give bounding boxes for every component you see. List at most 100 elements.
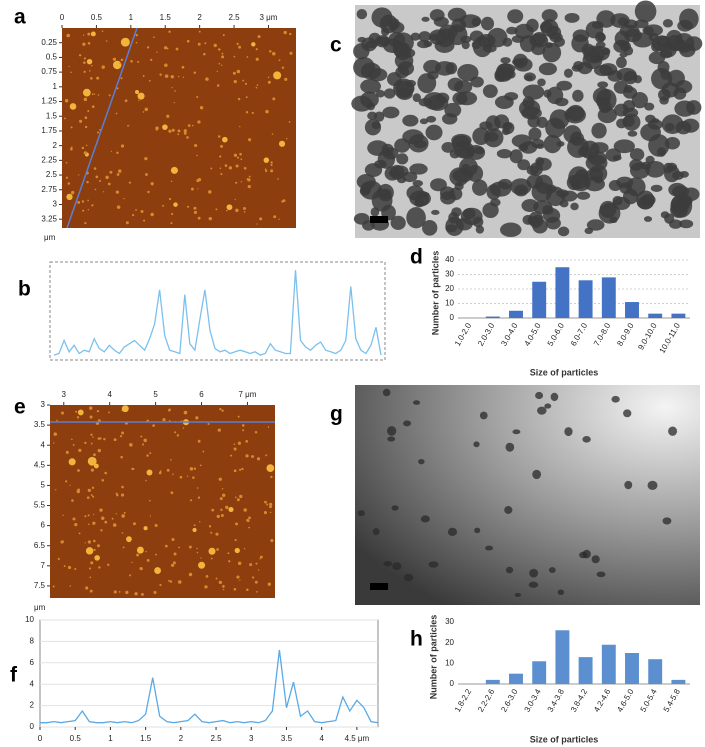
bar: [555, 630, 570, 684]
afm-particle: [122, 546, 125, 549]
tem-particle: [451, 207, 462, 217]
afm-particle: [113, 438, 117, 442]
tem-particle: [389, 21, 405, 34]
y-tick-label: 5: [41, 481, 46, 490]
y-tick-label: 1.5: [46, 111, 58, 120]
afm-particle: [99, 129, 101, 131]
afm-particle: [83, 151, 88, 155]
afm-particle: [94, 555, 100, 561]
afm-particle: [193, 467, 197, 470]
tem-particle: [514, 592, 522, 597]
x-tick-label: 1: [129, 13, 134, 22]
afm-particle: [284, 77, 288, 81]
afm-particle: [86, 496, 90, 500]
tem-particle: [665, 136, 681, 150]
afm-particle: [162, 418, 166, 422]
afm-particle: [134, 592, 138, 596]
afm-particle: [257, 569, 260, 571]
y-tick-label: 0.25: [41, 38, 57, 47]
tem-particle: [550, 392, 559, 402]
afm-particle: [251, 111, 254, 114]
tem-particle: [383, 560, 393, 567]
tem-particle: [645, 114, 656, 124]
tem-particle: [645, 155, 655, 165]
afm-image: [50, 405, 275, 598]
tem-particle: [371, 121, 381, 130]
afm-particle: [86, 180, 89, 184]
afm-particle: [123, 511, 126, 514]
tem-particle: [657, 60, 670, 74]
bar: [648, 659, 663, 684]
afm-particle: [222, 34, 225, 37]
afm-particle: [159, 470, 162, 473]
tem-particle: [368, 32, 381, 45]
afm-particle: [239, 579, 241, 581]
afm-particle: [121, 485, 124, 489]
afm-particle: [190, 187, 194, 191]
tem-particle: [675, 80, 693, 94]
afm-particle: [178, 546, 180, 549]
tem-particle: [412, 93, 421, 102]
y-tick-label: 3.25: [41, 214, 57, 223]
afm-particle: [278, 59, 281, 62]
tem-particle: [627, 130, 638, 137]
afm-particle: [120, 144, 125, 148]
tem-particle: [644, 102, 655, 111]
afm-particle: [234, 539, 237, 542]
afm-particle: [69, 484, 71, 486]
afm-particle: [264, 500, 267, 504]
afm-particle: [219, 407, 222, 411]
y-tick-label: 2.75: [41, 185, 57, 194]
afm-particle: [221, 55, 225, 59]
tem-particle: [537, 406, 547, 415]
tem-particle: [538, 62, 557, 76]
x-tick-label: 0: [38, 734, 43, 743]
tem-particle: [601, 47, 611, 56]
afm-particle: [235, 181, 238, 184]
tem-particle: [597, 107, 617, 124]
afm-particle: [192, 476, 195, 479]
afm-particle: [289, 32, 292, 36]
tem-particle: [423, 59, 441, 74]
bar: [509, 310, 523, 318]
afm-particle: [158, 471, 162, 475]
tem-particle: [624, 19, 638, 29]
afm-particle: [204, 585, 208, 589]
afm-particle: [196, 154, 198, 157]
afm-particle: [125, 590, 129, 595]
afm-particle: [95, 175, 99, 179]
afm-particle: [172, 473, 174, 475]
afm-particle: [162, 204, 165, 207]
plot-frame: [39, 619, 379, 728]
afm-particle: [251, 42, 256, 47]
afm-particle: [84, 125, 88, 129]
afm-particle: [84, 222, 87, 225]
tem-particle: [542, 204, 554, 215]
tem-particle: [447, 77, 464, 92]
afm-particle: [278, 218, 280, 220]
afm-particle: [121, 405, 129, 413]
afm-particle: [167, 579, 170, 582]
afm-particle: [218, 580, 223, 585]
afm-particle: [233, 447, 237, 451]
afm-particle: [126, 536, 132, 543]
afm-particle: [265, 169, 268, 173]
tem-particle: [497, 178, 513, 190]
afm-particle: [90, 77, 93, 80]
afm-particle: [63, 565, 66, 567]
tem-particle: [526, 165, 539, 176]
afm-particle: [87, 209, 90, 211]
tem-particle: [634, 0, 657, 23]
afm-particle: [171, 537, 175, 542]
afm-particle: [60, 411, 64, 415]
tem-particle: [444, 102, 462, 118]
x-tick-label: 9.0-10.0: [636, 321, 659, 351]
afm-particle: [193, 524, 196, 527]
afm-particle: [269, 511, 272, 514]
afm-particle: [115, 112, 118, 115]
afm-particle: [105, 40, 108, 42]
tem-particle: [535, 157, 545, 166]
y-tick-label: 30: [445, 270, 454, 279]
afm-particle: [101, 30, 104, 32]
tem-particle: [518, 143, 529, 152]
